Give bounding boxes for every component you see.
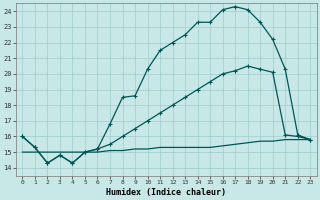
X-axis label: Humidex (Indice chaleur): Humidex (Indice chaleur) (106, 188, 226, 197)
